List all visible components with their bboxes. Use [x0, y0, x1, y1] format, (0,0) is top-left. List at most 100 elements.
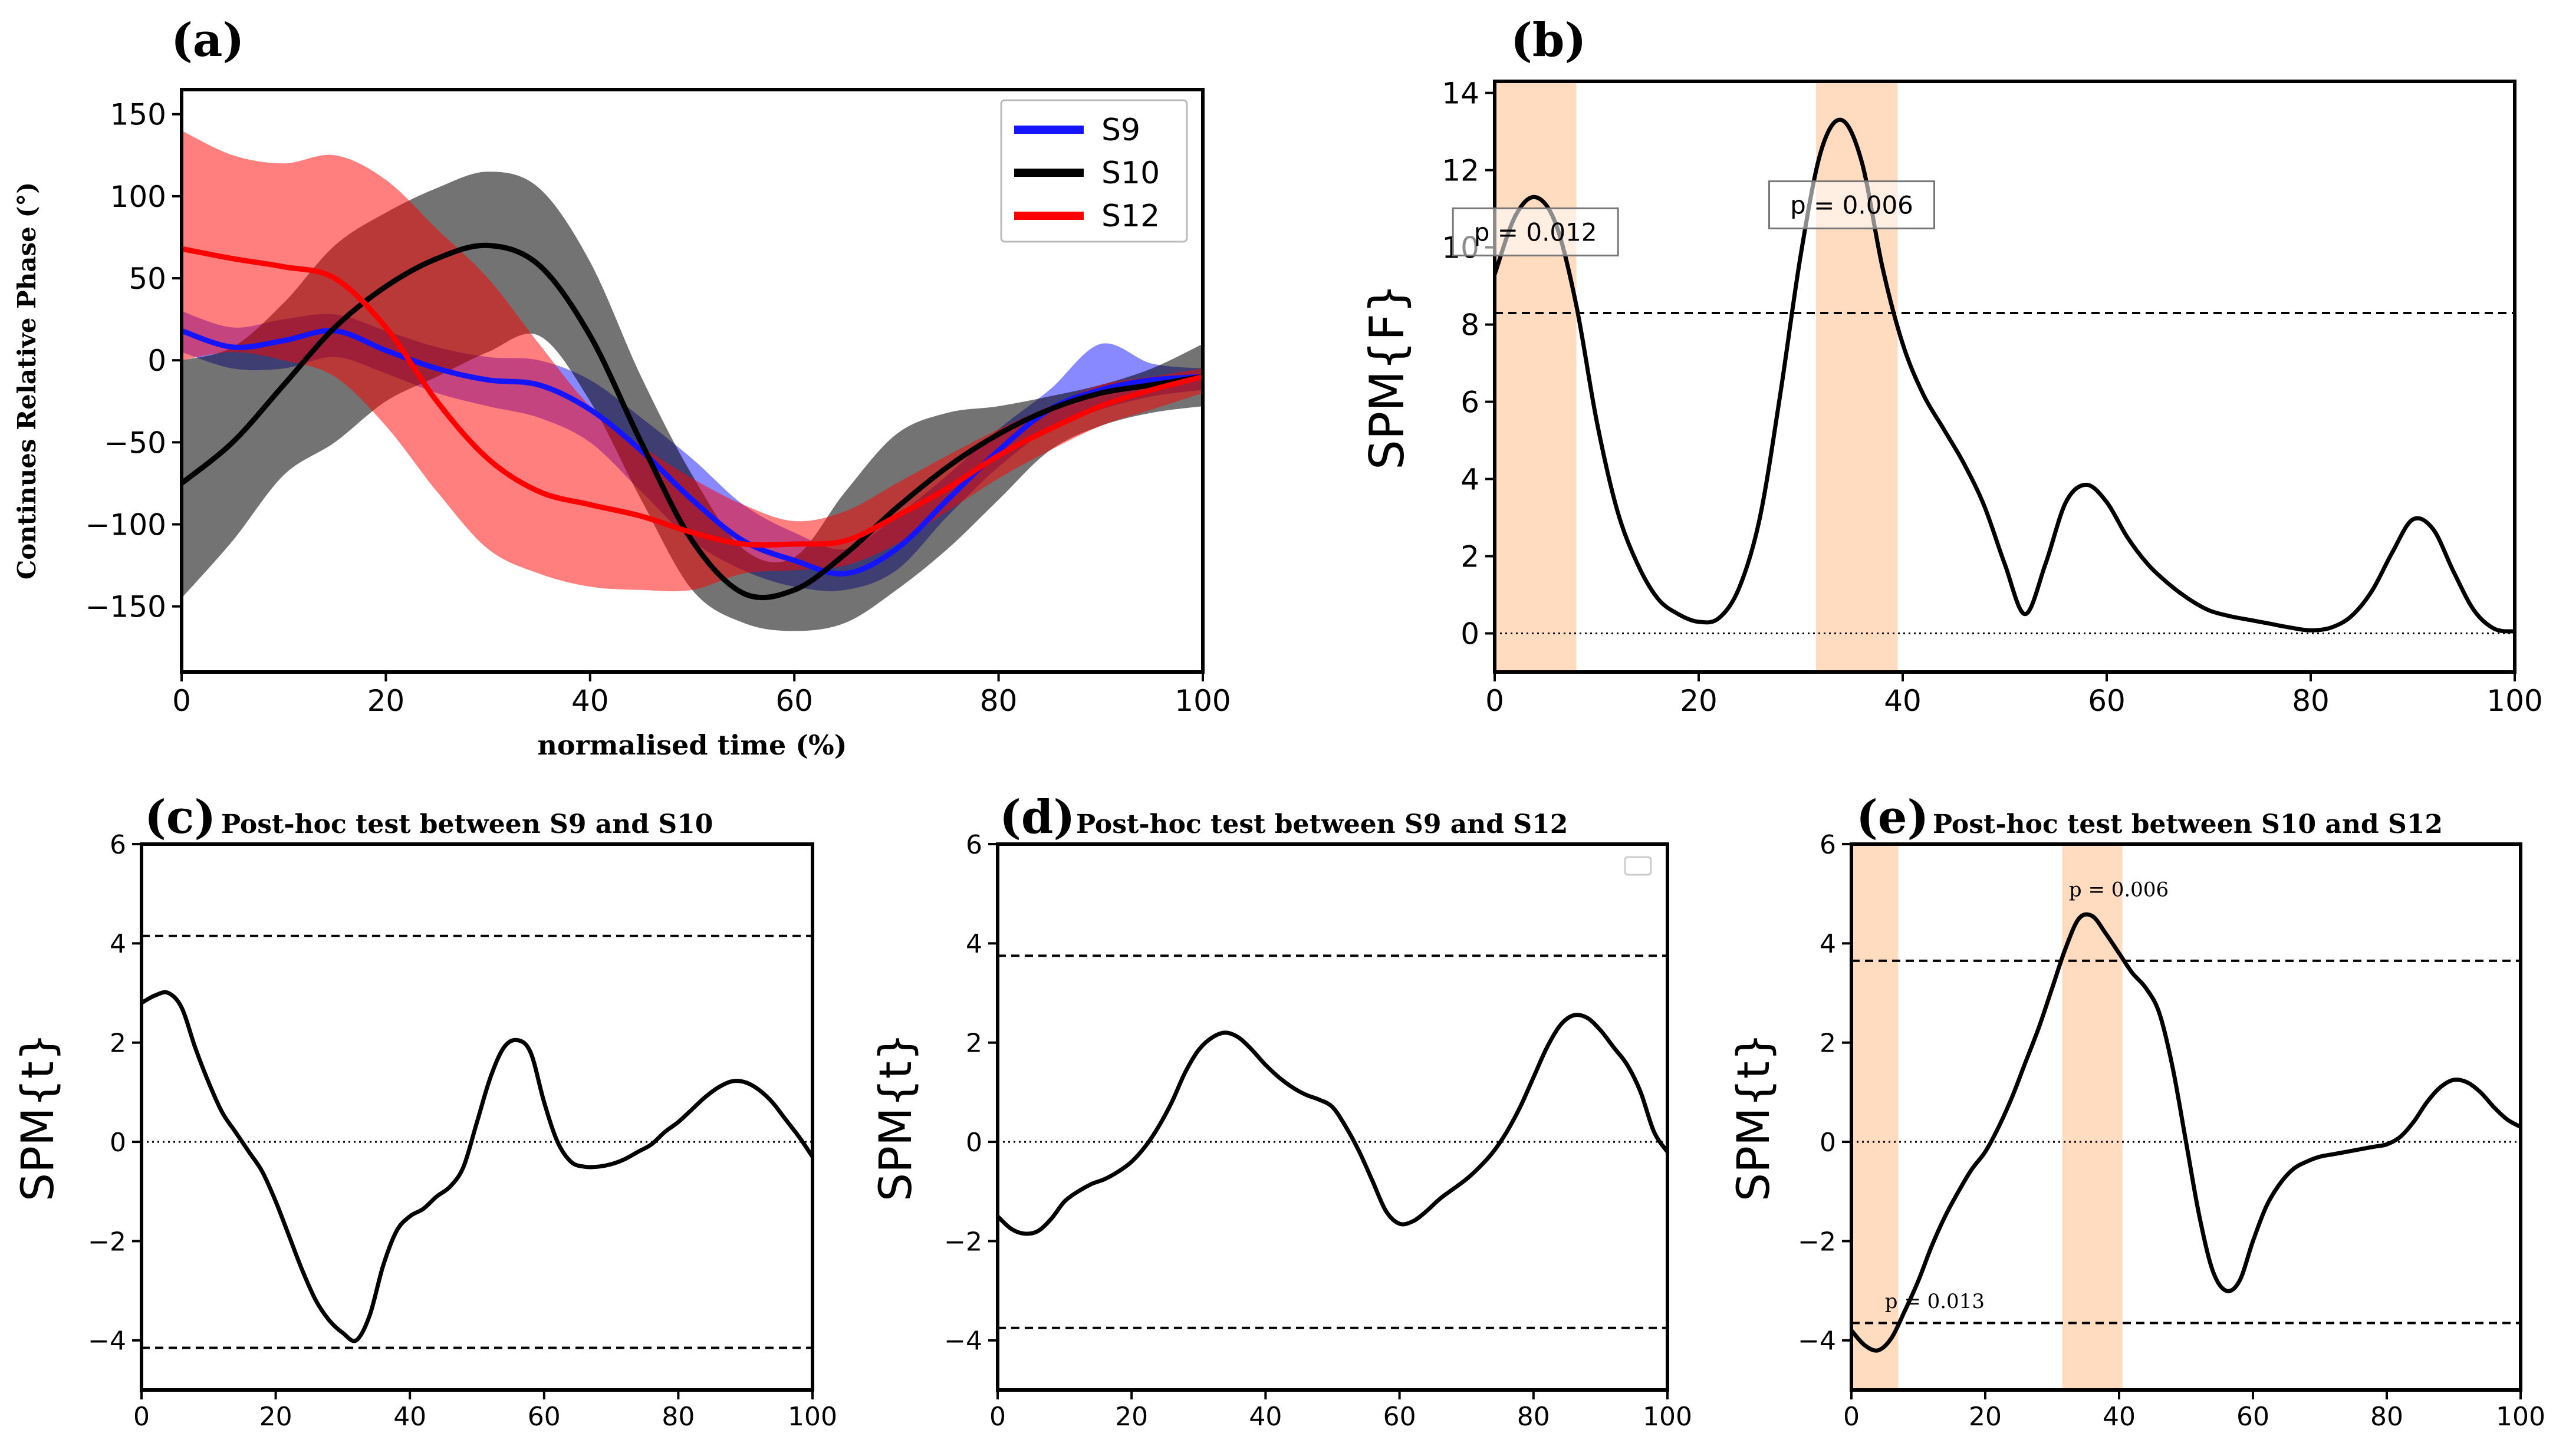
- legend-box: [1000, 99, 1188, 243]
- x-tick-label: 60: [2236, 1402, 2269, 1432]
- chart-panel-4: 0 20 40 60 80 100 −4 −2 0 2 4 6 (e) Post-hoc test bet…: [1727, 790, 2545, 1432]
- plot-area: [1495, 81, 2515, 672]
- y-tick-label: −50: [104, 426, 166, 460]
- y-tick-label: 4: [1460, 463, 1479, 497]
- y-tick-label: −4: [1798, 1326, 1836, 1356]
- x-tick-label: 40: [1884, 684, 1922, 718]
- x-tick-label: 40: [571, 684, 609, 718]
- y-tick-label: 0: [147, 344, 166, 378]
- y-tick-label: −100: [85, 508, 166, 542]
- significance-region: [1851, 844, 1899, 1390]
- y-tick-label: 0: [1820, 1128, 1836, 1158]
- panel-label: (e): [1856, 790, 1929, 844]
- y-tick-label: 8: [1460, 308, 1479, 342]
- confidence-band-s12: [182, 130, 1203, 592]
- series-line-spm-t-: [1851, 912, 2521, 1353]
- x-tick-label: 80: [2292, 684, 2330, 718]
- chart-panel-1: 02040608010002468101214(b)SPM{F}p = 0.01…: [1360, 14, 2543, 718]
- legend-label: S12: [1101, 199, 1160, 234]
- y-tick-label: −2: [944, 1227, 982, 1257]
- y-tick-label: 6: [1820, 830, 1836, 860]
- y-axis-label: SPM{t}: [11, 1033, 64, 1201]
- panel-label: (d): [999, 790, 1075, 844]
- y-axis-label: SPM{t}: [869, 1033, 922, 1201]
- series-line-s9: [182, 328, 1203, 577]
- x-tick-label: 40: [1249, 1402, 1282, 1432]
- y-tick-label: 50: [129, 262, 166, 296]
- significance-region: [2062, 844, 2123, 1390]
- y-tick-label: 14: [1442, 77, 1479, 111]
- y-tick-label: 0: [1460, 617, 1479, 651]
- axes-frame: [1850, 842, 2522, 1392]
- x-tick-label: 100: [1643, 1402, 1692, 1432]
- x-tick-label: 40: [2103, 1402, 2136, 1432]
- chart-panel-3: 0 20 40 60 80 100 −4 −2 0 2 4 6 (d) Post-hoc test bet…: [869, 790, 1692, 1432]
- y-tick-label: 2: [1820, 1029, 1836, 1059]
- p-value-box: [1452, 207, 1619, 256]
- p-value-label: p = 0.013: [1885, 1290, 1985, 1313]
- panel-label: (c): [144, 790, 216, 844]
- x-tick-label: 20: [1969, 1402, 2002, 1432]
- y-tick-label: 4: [1820, 929, 1836, 959]
- significance-region: [1495, 81, 1577, 672]
- y-tick-label: 6: [110, 830, 126, 860]
- panel-title: Post-hoc test between S9 and S10: [221, 809, 713, 839]
- y-tick-label: −150: [85, 590, 166, 624]
- legend-label: S9: [1101, 113, 1140, 148]
- y-axis-label: SPM{t}: [1727, 1033, 1779, 1201]
- panel-title: Post-hoc test between S10 and S12: [1933, 809, 2443, 839]
- series-line-spm-f-: [1495, 117, 2515, 634]
- x-tick-label: 20: [367, 684, 405, 718]
- plot-area: [182, 130, 1203, 631]
- p-value-label: p = 0.012: [1474, 218, 1597, 246]
- y-tick-label: 4: [110, 929, 126, 959]
- panel-label: (a): [171, 14, 244, 67]
- series-line-spm-t-: [142, 990, 812, 1343]
- x-tick-label: 100: [1175, 684, 1231, 718]
- plot-area: [998, 954, 1667, 1329]
- y-tick-label: −2: [88, 1227, 126, 1257]
- y-tick-label: 2: [1460, 540, 1479, 574]
- empty-legend-box: [1624, 856, 1652, 876]
- p-value-label: p = 0.006: [1790, 191, 1913, 220]
- axes-frame: [996, 842, 1669, 1392]
- y-tick-label: 100: [110, 180, 166, 214]
- series-line-s12: [182, 246, 1203, 548]
- y-tick-label: 12: [1442, 154, 1479, 188]
- x-tick-label: 100: [2496, 1402, 2545, 1432]
- panel-label: (b): [1511, 14, 1586, 67]
- y-tick-label: 6: [966, 830, 982, 860]
- x-tick-label: 0: [1843, 1402, 1860, 1432]
- legend-label: S10: [1101, 156, 1160, 191]
- significance-region: [1815, 81, 1898, 672]
- p-value-label: p = 0.006: [2069, 878, 2169, 901]
- x-tick-label: 80: [2370, 1402, 2403, 1432]
- x-tick-label: 80: [980, 684, 1018, 718]
- axes-frame: [140, 842, 814, 1392]
- x-tick-label: 80: [662, 1402, 695, 1432]
- p-value-box: [1768, 180, 1935, 230]
- y-axis-label: SPM{F}: [1360, 284, 1414, 470]
- y-tick-label: 6: [1460, 386, 1479, 420]
- x-tick-label: 0: [172, 684, 191, 718]
- series-line-spm-t-: [998, 1013, 1667, 1236]
- plot-area: [1851, 844, 2521, 1390]
- y-tick-label: 150: [110, 98, 166, 132]
- y-axis-label: Continues Relative Phase (°): [12, 182, 41, 579]
- x-tick-label: 0: [133, 1402, 150, 1432]
- x-tick-label: 60: [1383, 1402, 1416, 1432]
- x-tick-label: 100: [788, 1402, 837, 1432]
- y-tick-label: 2: [966, 1029, 982, 1059]
- x-tick-label: 0: [989, 1402, 1006, 1432]
- x-tick-label: 20: [1115, 1402, 1148, 1432]
- x-tick-label: 80: [1517, 1402, 1550, 1432]
- x-tick-label: 20: [259, 1402, 292, 1432]
- x-tick-label: 100: [2486, 684, 2542, 718]
- y-tick-label: −2: [1798, 1227, 1836, 1257]
- x-axis-label: normalised time (%): [537, 729, 847, 761]
- x-tick-label: 0: [1485, 684, 1504, 718]
- x-tick-label: 60: [775, 684, 813, 718]
- x-tick-label: 60: [2088, 684, 2126, 718]
- chart-panel-0: 0 20 40 60 80 100 −150 −100 −50 0 50 100 150(a) Conti…: [12, 14, 1231, 761]
